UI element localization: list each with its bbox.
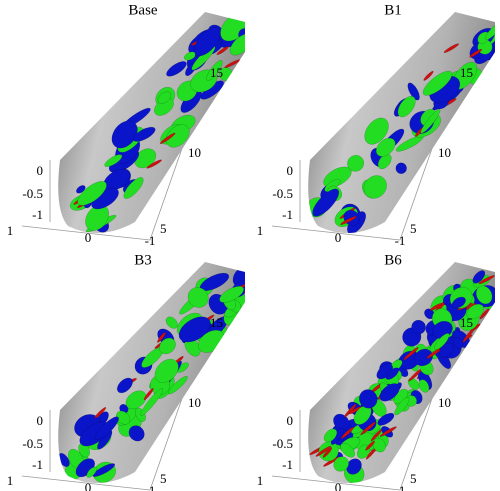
left-tick-label: 0 [287,413,294,428]
depth-tick-label: 5 [410,221,417,236]
depth-tick-label: 15 [210,315,223,330]
bottom-tick-label: 0 [85,230,92,245]
left-tick-label: 0 [37,413,44,428]
bottom-tick-label: 1 [257,473,264,488]
panel: B60-0.5-110-151015 [257,252,500,491]
vortex-structure [243,277,257,294]
bottom-tick-label: 1 [257,223,264,238]
figure: Base0-0.5-110-151015B10-0.5-110-151015B3… [0,0,500,491]
bottom-tick-label: -1 [145,483,156,491]
depth-tick-label: 5 [160,471,167,486]
panel-title: B6 [384,252,402,268]
left-tick-label: -1 [282,457,293,472]
bottom-tick-label: 0 [335,480,342,491]
bottom-tick-label: 0 [335,230,342,245]
bottom-tick-label: 1 [7,223,14,238]
depth-tick-label: 15 [460,315,473,330]
depth-tick-label: 10 [438,145,451,160]
bottom-tick-label: 0 [85,480,92,491]
panel: B30-0.5-110-151015 [7,252,257,491]
bottom-tick-label: -1 [395,483,406,491]
left-tick-label: -1 [32,457,43,472]
depth-tick-label: 15 [460,65,473,80]
bottom-tick-label: -1 [395,233,406,248]
depth-tick-label: 10 [438,395,451,410]
depth-tick-label: 10 [188,395,201,410]
left-tick-label: -0.5 [22,186,43,201]
bottom-tick-label: 1 [7,473,14,488]
depth-tick-label: 10 [188,145,201,160]
panel-title: Base [128,2,158,18]
panel-title: B1 [384,2,402,18]
panel-title: B3 [134,252,152,268]
left-tick-label: 0 [37,163,44,178]
left-tick-label: -0.5 [272,186,293,201]
left-tick-label: -0.5 [272,436,293,451]
depth-tick-label: 15 [210,65,223,80]
left-tick-label: 0 [287,163,294,178]
left-tick-label: -1 [32,207,43,222]
bottom-tick-label: -1 [145,233,156,248]
depth-tick-label: 5 [160,221,167,236]
left-tick-label: -1 [282,207,293,222]
left-tick-label: -0.5 [22,436,43,451]
structures [56,263,257,486]
depth-tick-label: 5 [410,471,417,486]
